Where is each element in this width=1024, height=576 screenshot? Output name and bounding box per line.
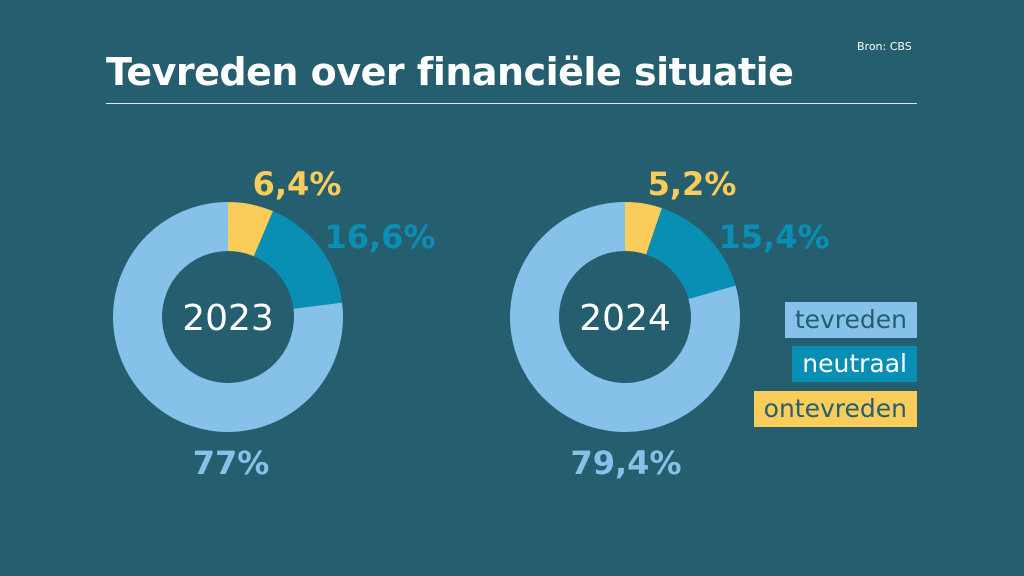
- value-label-neutraal-2023: 16,6%: [324, 218, 435, 256]
- value-label-neutraal-2024: 15,4%: [718, 218, 829, 256]
- slice-neutraal-2023: [253, 211, 343, 309]
- donut-chart-2024: 2024 5,2% 15,4% 79,4%: [510, 165, 830, 482]
- center-label-2024: 2024: [579, 298, 671, 339]
- slice-ontevreden-2023: [228, 202, 274, 257]
- slice-ontevreden-2024: [625, 202, 662, 255]
- value-label-tevreden-2024: 79,4%: [570, 444, 681, 482]
- value-label-ontevreden-2024: 5,2%: [648, 165, 737, 203]
- legend-neutraal: neutraal: [792, 346, 917, 382]
- value-label-ontevreden-2023: 6,4%: [253, 165, 342, 203]
- donut-chart-2023: 2023 6,4% 16,6% 77%: [112, 165, 436, 482]
- legend-ontevreden: ontevreden: [753, 391, 917, 427]
- center-label-2023: 2023: [182, 298, 274, 339]
- slice-neutraal-2024: [646, 208, 736, 299]
- title-divider: [106, 103, 917, 104]
- slice-tevreden-2023: [112, 202, 344, 432]
- value-label-tevreden-2023: 77%: [193, 444, 270, 482]
- slice-tevreden-2024: [510, 202, 740, 432]
- source-label: Bron: CBS: [857, 40, 912, 53]
- chart-title: Tevreden over financiële situatie: [106, 50, 794, 94]
- legend-tevreden: tevreden: [784, 302, 917, 338]
